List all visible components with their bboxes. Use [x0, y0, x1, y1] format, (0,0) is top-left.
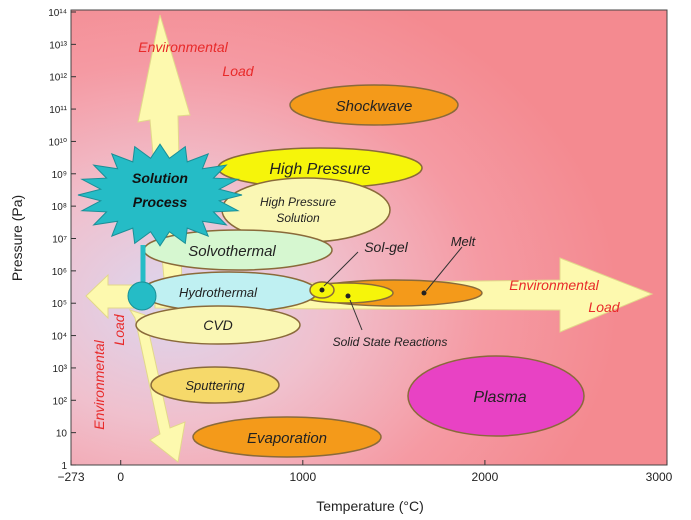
y-tick-label: 10¹³: [49, 40, 67, 51]
plasma-label: Plasma: [473, 389, 526, 406]
y-axis: 1 10 10² 10³ 10⁴ 10⁵ 10⁶ 10⁷ 10⁸ 10⁹ 10¹⁰ 10¹¹ 10¹² 1…: [48, 8, 76, 472]
y-tick-label: 10⁵: [52, 299, 67, 310]
cvd-region: [135, 305, 301, 345]
env-load-left-2: Load: [111, 313, 127, 345]
solution-point: [127, 281, 157, 311]
y-axis-label: Pressure (Pa): [9, 195, 25, 281]
melt-marker: [421, 290, 427, 296]
x-tick-label: 3000: [646, 470, 673, 484]
y-tick-label: 10¹¹: [49, 105, 67, 116]
env-load-right-1: Environmental: [509, 277, 599, 293]
sputtering-label: Sputtering: [185, 378, 245, 393]
cvd-label: CVD: [203, 317, 233, 333]
y-tick-label: 10³: [53, 364, 68, 375]
shockwave-region: [289, 84, 459, 126]
y-tick-label: 1: [61, 461, 67, 472]
sputtering-region: [150, 366, 280, 404]
process-regions: [135, 84, 585, 458]
pointer-lines: [323, 246, 463, 331]
y-tick-label: 10⁹: [52, 170, 67, 181]
solid-state-marker: [345, 293, 351, 299]
plasma-region: [407, 355, 585, 437]
environmental-load-labels: Environmental Load Environmental Load En…: [91, 39, 621, 430]
env-load-top-2: Load: [222, 63, 254, 79]
hydrothermal-label: Hydrothermal: [179, 285, 258, 300]
sol-gel-marker: [319, 287, 325, 293]
x-tick-label: 2000: [472, 470, 499, 484]
x-tick-label: 1000: [289, 470, 316, 484]
solution-process-label-1: Solution: [132, 170, 188, 186]
y-tick-label: 10⁶: [52, 267, 67, 278]
x-axis: −273 0 1000 2000 3000: [57, 460, 673, 484]
x-tick-label: 0: [117, 470, 124, 484]
y-tick-label: 10⁸: [52, 202, 67, 213]
sol-gel-label: Sol-gel: [364, 239, 408, 255]
y-tick-label: 10¹⁰: [49, 137, 67, 148]
high-pressure-label: High Pressure: [269, 161, 370, 178]
y-tick-label: 10⁷: [52, 235, 67, 246]
y-tick-label: 10²: [53, 396, 68, 407]
solution-process-burst: [77, 143, 243, 247]
x-tick-label: −273: [57, 470, 84, 484]
solvothermal-label: Solvothermal: [188, 243, 276, 260]
high-pressure-solution-label-2: Solution: [276, 211, 320, 225]
env-load-top-1: Environmental: [138, 39, 228, 55]
env-load-right-2: Load: [588, 299, 620, 315]
y-tick-label: 10: [56, 429, 68, 440]
high-pressure-solution-label-1: High Pressure: [260, 195, 336, 209]
process-labels: Shockwave High Pressure High Pressure So…: [179, 98, 527, 447]
solution-process-label: Solution Process: [132, 170, 188, 210]
melt-label: Melt: [451, 234, 477, 249]
y-tick-label: 10¹²: [49, 73, 67, 84]
solid-state-reactions-label: Solid State Reactions: [333, 335, 448, 349]
shockwave-label: Shockwave: [336, 98, 413, 115]
evaporation-label: Evaporation: [247, 430, 327, 447]
y-tick-label: 10¹⁴: [48, 8, 67, 19]
y-tick-label: 10⁴: [52, 332, 67, 343]
env-load-left-1: Environmental: [91, 339, 107, 429]
x-axis-label: Temperature (°C): [316, 498, 424, 514]
solution-process-label-2: Process: [133, 194, 188, 210]
evaporation-region: [192, 416, 382, 458]
